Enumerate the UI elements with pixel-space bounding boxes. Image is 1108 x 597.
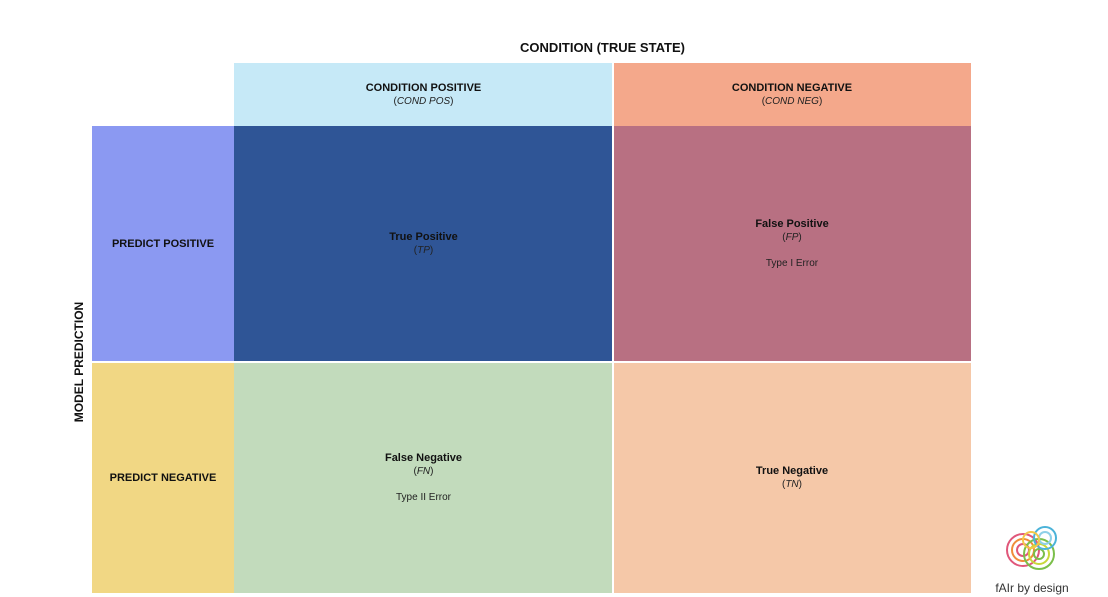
false-positive-note: Type I Error bbox=[765, 258, 819, 269]
prediction-axis-title: MODEL PREDICTION bbox=[72, 301, 86, 423]
fair-logo-icon bbox=[995, 520, 1085, 597]
false-negative-title: False Negative bbox=[384, 451, 463, 464]
predict-negative-label: PREDICT NEGATIVE bbox=[109, 471, 217, 484]
false-negative-cell: False Negative (FN) Type II Error bbox=[234, 362, 613, 593]
grid-divider-vertical bbox=[612, 63, 614, 593]
grid-divider-horizontal bbox=[92, 361, 971, 363]
false-negative-note: Type II Error bbox=[395, 491, 451, 503]
true-positive-title: True Positive bbox=[389, 231, 458, 243]
true-positive-cell: True Positive (TP) bbox=[234, 126, 613, 362]
predict-positive-label: PREDICT POSITIVE bbox=[111, 238, 215, 250]
false-positive-cell: False Positive (FP) Type I Error bbox=[613, 126, 971, 362]
true-negative-title: True Negative bbox=[755, 464, 829, 477]
predict-positive-row-header: PREDICT POSITIVE bbox=[92, 126, 234, 362]
fair-logo-text: fAIr by design bbox=[995, 581, 1069, 595]
predict-negative-row-header: PREDICT NEGATIVE bbox=[92, 362, 234, 593]
true-positive-abbr: (TP) bbox=[413, 245, 434, 256]
condition-negative-label: CONDITION NEGATIVE bbox=[731, 81, 853, 94]
condition-positive-header: CONDITION POSITIVE (COND POS) bbox=[234, 63, 613, 126]
condition-positive-abbr: (COND POS) bbox=[393, 95, 454, 107]
true-negative-abbr: (TN) bbox=[781, 478, 803, 490]
condition-negative-header: CONDITION NEGATIVE (COND NEG) bbox=[613, 63, 971, 126]
false-positive-abbr: (FP) bbox=[782, 232, 802, 243]
condition-negative-abbr: (COND NEG) bbox=[761, 95, 823, 107]
false-negative-abbr: (FN) bbox=[413, 465, 434, 477]
condition-positive-label: CONDITION POSITIVE bbox=[365, 81, 482, 94]
true-negative-cell: True Negative (TN) bbox=[613, 362, 971, 593]
false-positive-title: False Positive bbox=[755, 218, 829, 230]
condition-axis-title: CONDITION (TRUE STATE) bbox=[520, 39, 685, 55]
